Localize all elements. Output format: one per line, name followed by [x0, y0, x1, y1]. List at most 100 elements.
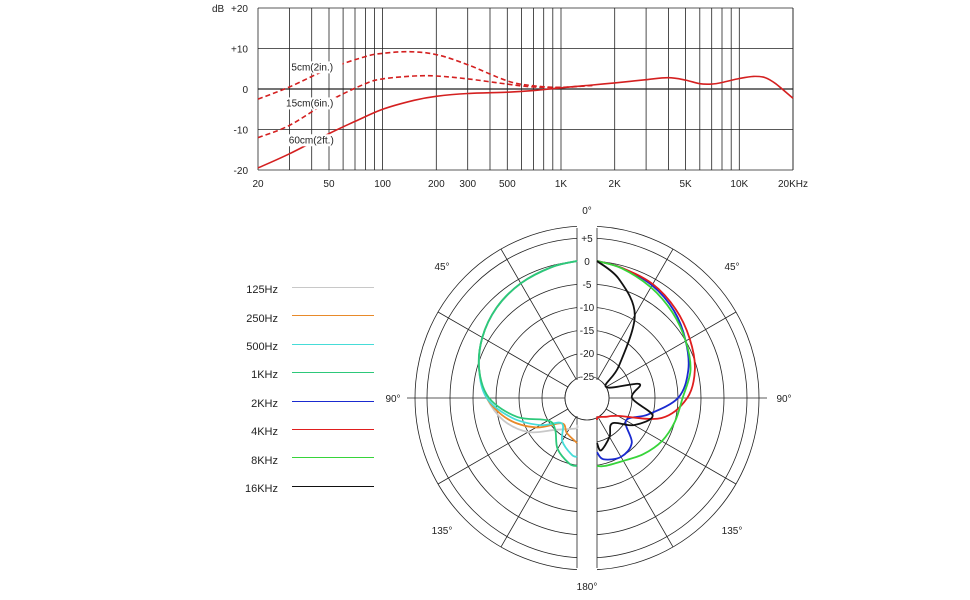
legend-item: 1KHz	[238, 361, 388, 389]
polar-series-curve	[477, 260, 578, 458]
polar-series-curve	[596, 260, 696, 421]
polar-r-label-bg	[580, 233, 594, 244]
legend-item: 125Hz	[238, 276, 388, 304]
polar-r-label-bg	[580, 279, 594, 290]
polar-ring	[564, 375, 610, 421]
polar-angle-label: 45°	[434, 262, 449, 273]
polar-angle-label: 135°	[722, 526, 743, 537]
legend-swatch	[292, 400, 374, 402]
polar-spoke	[500, 248, 577, 380]
fr-y-tick-label: -10	[234, 126, 249, 137]
polar-center-gap	[577, 222, 597, 574]
polar-spoke	[597, 416, 674, 548]
legend-label: 125Hz	[246, 284, 278, 297]
legend-swatch	[292, 287, 374, 288]
fr-series-label: 15cm(6in.)	[286, 98, 333, 109]
polar-angle-label: 90°	[776, 394, 791, 405]
polar-ring	[518, 329, 656, 467]
fr-series-label-bg	[290, 61, 343, 74]
polar-spoke	[437, 311, 569, 388]
polar-series-group	[477, 260, 696, 468]
polar-angle-label: 0°	[582, 206, 592, 217]
polar-spoke	[605, 408, 737, 485]
fr-x-tick-label: 100	[374, 179, 391, 190]
legend-item: 8KHz	[238, 446, 388, 474]
frequency-response-chart: +20 +10 0 -10 -20 dB 20 50 100 200 300 500 1K 2K 5K 10K…	[212, 4, 808, 190]
polar-r-tick-label: -20	[580, 349, 595, 360]
fr-series-line	[257, 50, 593, 100]
polar-r-tick-label: -25	[580, 372, 595, 383]
legend-label: 16KHz	[244, 482, 278, 495]
fr-x-tick-label: 5K	[680, 179, 693, 190]
polar-ring	[449, 260, 725, 536]
fr-labels: +20 +10 0 -10 -20 dB 20 50 100 200 300 500 1K 2K 5K 10K…	[212, 4, 808, 190]
polar-angle-label: 180°	[577, 582, 598, 593]
fr-series-label-bg	[287, 134, 340, 147]
fr-x-tick-label: 20	[252, 179, 264, 190]
polar-series-curve	[477, 260, 579, 434]
legend-item: 2KHz	[238, 390, 388, 418]
legend-label: 4KHz	[251, 426, 278, 439]
polar-r-label-bg	[580, 348, 594, 359]
fr-y-unit-label: dB	[212, 4, 225, 15]
polar-r-label-bg	[580, 371, 594, 382]
polar-spoke	[597, 248, 674, 380]
polar-r-label-bg	[580, 302, 594, 313]
polar-spoke	[500, 416, 577, 548]
legend-label: 1KHz	[251, 369, 278, 382]
fr-x-tick-label: 200	[428, 179, 445, 190]
polar-r-tick-label: -10	[580, 303, 595, 314]
fr-x-tick-label: 50	[323, 179, 335, 190]
polar-series-curve	[596, 260, 690, 461]
legend-item: 500Hz	[238, 333, 388, 361]
legend-item: 16KHz	[238, 475, 388, 503]
legend-item: 250Hz	[238, 304, 388, 332]
legend-swatch	[292, 372, 374, 374]
polar-r-tick-label: +5	[581, 234, 593, 245]
polar-series-curve	[477, 260, 578, 467]
polar-ring	[541, 352, 633, 444]
legend-swatch	[292, 485, 374, 487]
polar-r-tick-label: -15	[580, 326, 595, 337]
polar-ring	[495, 306, 679, 490]
fr-x-tick-label: 300	[459, 179, 476, 190]
polar-center-circle	[564, 375, 610, 421]
legend-label: 2KHz	[251, 397, 278, 410]
polar-grid	[407, 222, 767, 574]
polar-r-label-bg	[580, 256, 594, 267]
polar-legend: 125Hz 250Hz 500Hz 1KHz 2KHz 4KHz 8KHz 16…	[238, 276, 388, 503]
fr-grid	[257, 7, 794, 171]
fr-y-tick-label: 0	[242, 85, 248, 96]
legend-label: 500Hz	[246, 340, 278, 353]
fr-x-tick-label: 500	[499, 179, 516, 190]
polar-series-curve	[477, 260, 578, 444]
fr-x-tick-label: 20KHz	[778, 179, 808, 190]
legend-item: 4KHz	[238, 418, 388, 446]
legend-label: 8KHz	[251, 454, 278, 467]
polar-series-curve	[596, 260, 654, 452]
polar-r-tick-label: 0	[584, 257, 590, 268]
polar-spoke	[437, 408, 569, 485]
polar-series-curve	[596, 260, 692, 468]
polar-spoke	[605, 311, 737, 388]
fr-x-tick-label: 1K	[555, 179, 568, 190]
fr-x-tick-label: 10K	[730, 179, 748, 190]
legend-swatch	[292, 315, 374, 317]
legend-swatch	[292, 457, 374, 459]
fr-series-label-bg	[285, 97, 338, 110]
fr-y-tick-label: +20	[231, 4, 248, 15]
legend-swatch	[292, 343, 374, 345]
polar-r-tick-label: -5	[583, 280, 592, 291]
legend-swatch	[292, 428, 374, 430]
polar-outer-ring	[414, 225, 760, 571]
fr-series-label: 5cm(2in.)	[291, 62, 333, 73]
fr-y-tick-label: -20	[234, 166, 249, 177]
fr-series-label: 60cm(2ft.)	[289, 135, 334, 146]
fr-y-tick-label: +10	[231, 45, 248, 56]
polar-ring	[426, 237, 748, 559]
fr-x-tick-label: 2K	[609, 179, 622, 190]
polar-labels: +50-5-10-15-20-250°180°45° 45°90° 90°135° 1…	[385, 206, 791, 593]
legend-label: 250Hz	[246, 312, 278, 325]
fr-series-line	[257, 75, 794, 169]
